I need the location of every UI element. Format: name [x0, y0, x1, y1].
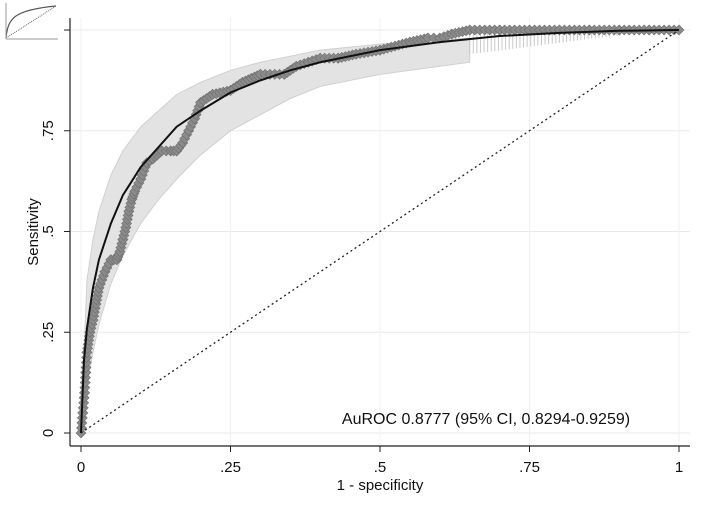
y-tick-label-1: .25 [40, 322, 57, 343]
ci-band [80, 37, 471, 434]
x-tick-label-1: .25 [220, 459, 241, 476]
smoothed-roc-line [80, 29, 680, 434]
thumbnail-preview[interactable] [0, 0, 62, 44]
auroc-annotation: AuROC 0.8777 (95% CI, 0.8294-0.9259) [342, 411, 630, 428]
y-tick-label-2: .5 [40, 225, 57, 238]
y-axis-label: Sensitivity [25, 198, 42, 266]
x-tick-label-2: .5 [374, 459, 387, 476]
reference-diagonal-line [80, 29, 680, 434]
x-tick-label-0: 0 [77, 459, 85, 476]
thumbnail-svg [0, 0, 62, 44]
empirical-roc-markers [75, 24, 685, 439]
x-tick-label-4: 1 [675, 459, 683, 476]
x-axis-label: 1 - specificity [337, 477, 424, 494]
thumbnail-curve [5, 5, 57, 39]
x-tick-label-3: .75 [519, 459, 540, 476]
y-tick-label-0: 0 [40, 429, 57, 437]
y-tick-label-3: .75 [40, 120, 57, 141]
